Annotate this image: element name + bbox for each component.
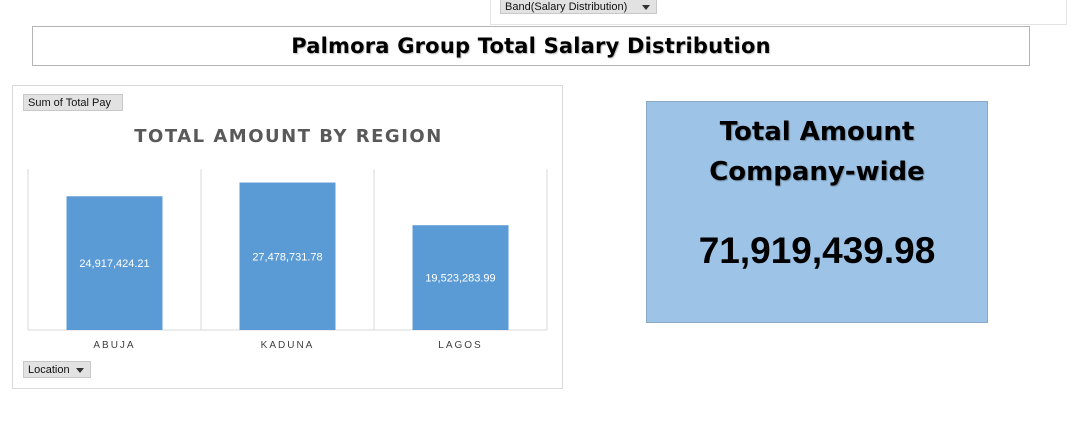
region-chart[interactable]: Sum of Total Pay TOTAL AMOUNT BY REGION …: [12, 85, 563, 389]
data-label: 19,523,283.99: [425, 273, 495, 285]
sum-of-total-pay-button[interactable]: Sum of Total Pay: [23, 94, 123, 111]
bar-abuja[interactable]: [66, 196, 163, 330]
dropdown-arrow-icon[interactable]: [642, 4, 650, 10]
band-filter-dropdown[interactable]: Band(Salary Distribution): [500, 0, 657, 14]
kpi-value: 71,919,439.98: [698, 230, 936, 271]
location-filter-dropdown[interactable]: Location: [23, 361, 91, 378]
dropdown-arrow-icon[interactable]: [76, 367, 84, 373]
location-filter-label: Location: [28, 363, 70, 376]
x-tick-label: LAGOS: [438, 340, 482, 351]
bar-lagos[interactable]: [412, 225, 509, 330]
x-tick-label: ABUJA: [93, 340, 135, 351]
sum-of-total-pay-label: Sum of Total Pay: [28, 96, 111, 109]
x-tick-label: KADUNA: [261, 340, 315, 351]
dashboard-title: Palmora Group Total Salary Distribution: [291, 34, 771, 58]
kpi-title-line2: Company-wide: [709, 157, 925, 187]
chart-title: TOTAL AMOUNT BY REGION: [134, 126, 443, 147]
bar-kaduna[interactable]: [239, 182, 336, 330]
kpi-title-line1: Total Amount: [719, 117, 915, 147]
chart-plot-area: 24,917,424.21 ABUJA 27,478,731.78 KADUNA 19,…: [27, 169, 548, 351]
total-amount-card: Total Amount Company-wide 71,919,439.98: [646, 101, 988, 323]
kpi-title: Total Amount Company-wide: [647, 112, 987, 192]
data-label: 24,917,424.21: [79, 258, 149, 270]
dashboard-title-box: Palmora Group Total Salary Distribution: [32, 26, 1030, 66]
band-filter-label: Band(Salary Distribution): [505, 0, 628, 13]
data-label: 27,478,731.78: [252, 251, 322, 263]
